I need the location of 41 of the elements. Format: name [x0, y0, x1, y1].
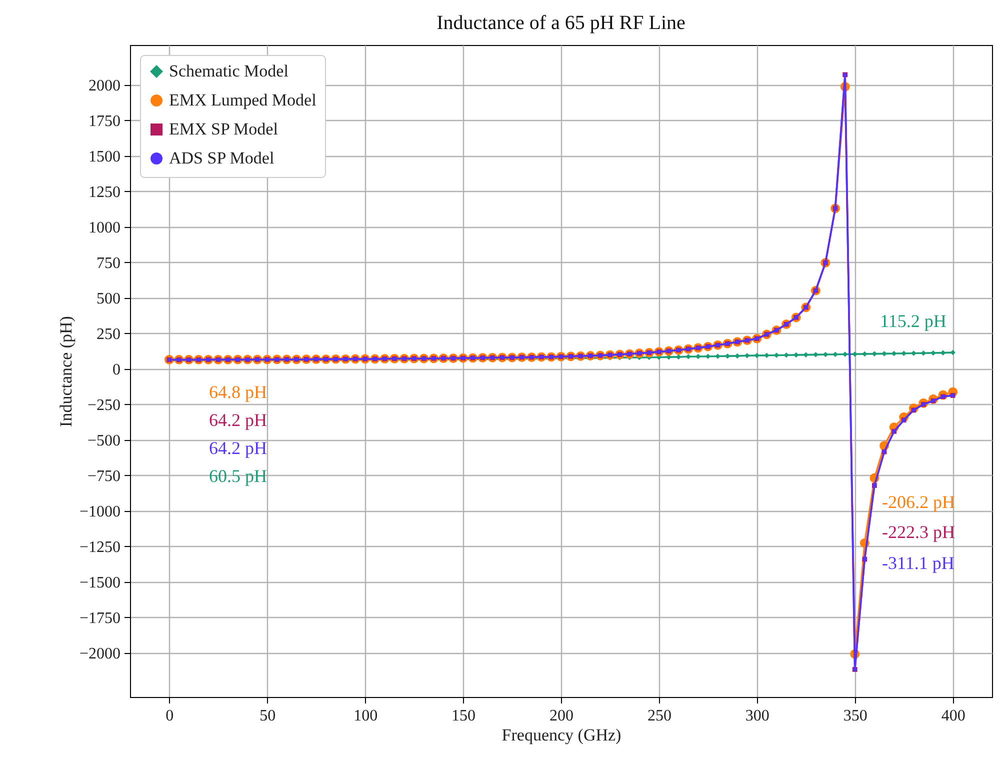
legend-label: EMX Lumped Model — [169, 90, 317, 110]
y-tick-label: −1000 — [79, 503, 120, 520]
x-axis-title: Frequency (GHz) — [502, 726, 622, 744]
x-tick-label: 300 — [745, 708, 770, 724]
y-tick-label: −1750 — [79, 610, 120, 627]
y-tick-label: 500 — [96, 290, 120, 308]
x-tick-label: 100 — [354, 708, 378, 724]
y-tick-label: 750 — [96, 254, 120, 272]
x-tick-label: 400 — [941, 708, 966, 724]
x-tick-label: 350 — [843, 708, 868, 724]
y-tick-label: −250 — [87, 396, 120, 414]
legend-label: EMX SP Model — [169, 120, 278, 138]
x-tick-label: 200 — [550, 708, 574, 724]
annotation: 64.2 pH — [209, 410, 267, 430]
annotation: -311.1 pH — [882, 553, 954, 573]
annotation: 64.2 pH — [209, 438, 267, 458]
chart-title: Inductance of a 65 pH RF Line — [436, 12, 686, 34]
annotation: 60.5 pH — [209, 466, 267, 486]
y-axis-title: Inductance (pH) — [56, 316, 76, 427]
annotation: 64.8 pH — [209, 382, 267, 402]
legend-label: Schematic Model — [169, 62, 289, 80]
y-tick-label: 1750 — [88, 112, 120, 130]
y-tick-label: −2000 — [79, 645, 120, 662]
y-tick-label: 1250 — [88, 184, 120, 201]
y-tick-label: −1500 — [79, 574, 120, 592]
y-tick-label: −750 — [87, 468, 120, 485]
annotation: 115.2 pH — [880, 311, 946, 331]
y-tick-label: 0 — [112, 361, 120, 378]
y-tick-label: −1250 — [79, 538, 120, 556]
x-tick-label: 250 — [647, 708, 672, 724]
annotation: -206.2 pH — [882, 492, 955, 512]
x-tick-label: 50 — [260, 708, 276, 724]
y-tick-label: 250 — [96, 326, 120, 343]
y-tick-label: −500 — [87, 432, 120, 450]
annotation: -222.3 pH — [882, 522, 955, 542]
y-tick-label: 1000 — [88, 219, 120, 236]
y-tick-label: 2000 — [88, 77, 120, 94]
legend-label: ADS SP Model — [169, 148, 274, 168]
y-tick-label: 1500 — [88, 148, 120, 166]
x-tick-label: 0 — [166, 708, 174, 724]
x-tick-label: 150 — [452, 708, 476, 724]
